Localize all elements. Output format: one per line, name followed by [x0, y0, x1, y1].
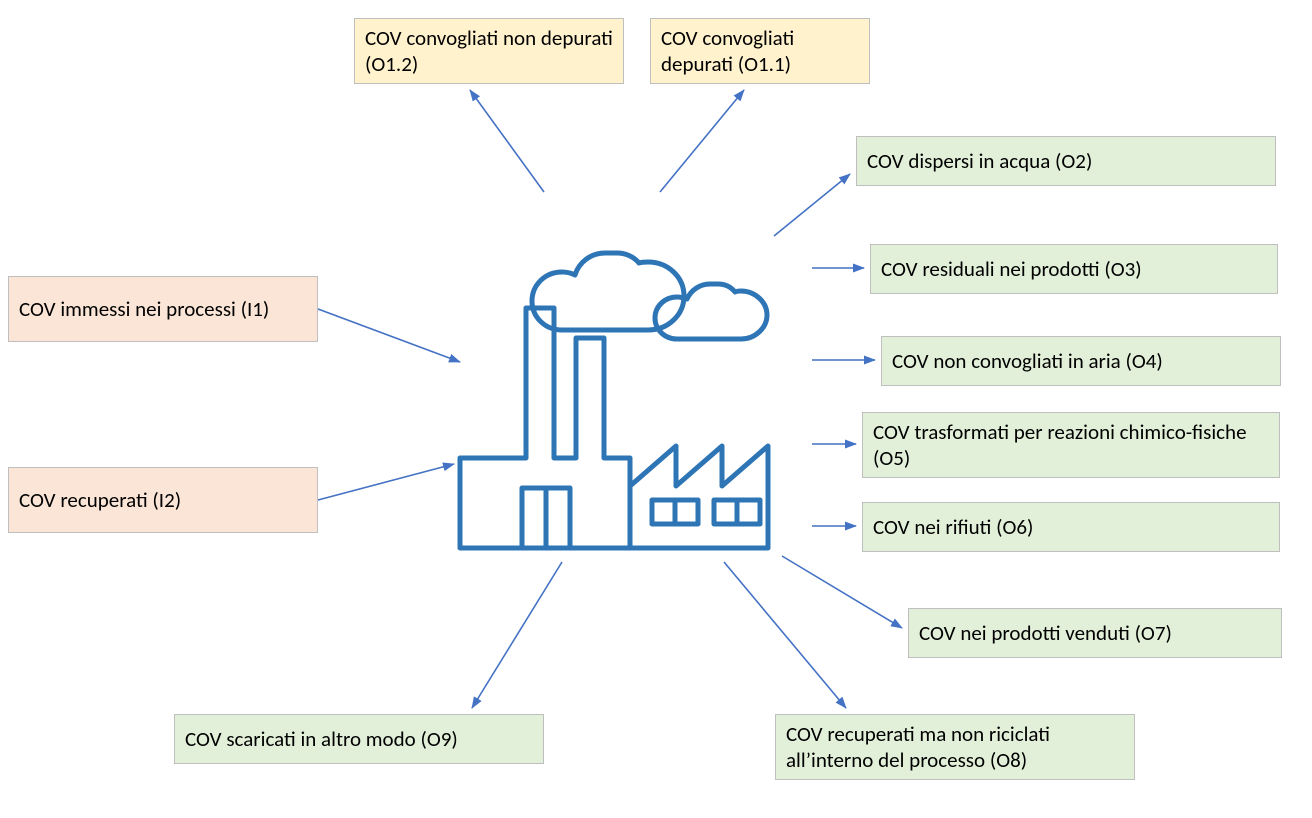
label: COV dispersi in acqua (O2) — [867, 148, 1092, 174]
output-box-o4: COV non convogliati in aria (O4) — [881, 336, 1281, 386]
output-box-o8: COV recuperati ma non riciclati all’inte… — [775, 714, 1135, 780]
label: COV nei rifiuti (O6) — [873, 514, 1033, 540]
label: COV residuali nei prodotti (O3) — [881, 256, 1142, 282]
arrow — [470, 90, 544, 192]
label: COV nei prodotti venduti (O7) — [919, 620, 1172, 646]
output-box-o9: COV scaricati in altro modo (O9) — [174, 714, 544, 764]
arrow — [782, 556, 902, 628]
output-box-o2: COV dispersi in acqua (O2) — [856, 136, 1276, 186]
output-box-o12: COV convogliati non depurati (O1.2) — [354, 18, 624, 84]
label: COV recuperati ma non riciclati all’inte… — [786, 721, 1124, 774]
label: COV convogliati non depurati (O1.2) — [365, 25, 613, 78]
label: COV recuperati (I2) — [19, 487, 181, 513]
arrow — [660, 90, 744, 192]
label: COV scaricati in altro modo (O9) — [185, 726, 458, 752]
input-box-i1: COV immessi nei processi (I1) — [8, 276, 318, 342]
factory-icon — [430, 188, 800, 558]
arrow — [724, 562, 846, 708]
input-box-i2: COV recuperati (I2) — [8, 467, 318, 533]
output-box-o5: COV trasformati per reazioni chimico-fis… — [862, 412, 1280, 478]
output-box-o11: COV convogliati depurati (O1.1) — [650, 18, 870, 84]
output-box-o6: COV nei rifiuti (O6) — [862, 502, 1280, 552]
output-box-o7: COV nei prodotti venduti (O7) — [908, 608, 1282, 658]
label: COV trasformati per reazioni chimico-fis… — [873, 419, 1269, 472]
label: COV non convogliati in aria (O4) — [892, 348, 1163, 374]
diagram-canvas: COV immessi nei processi (I1) COV recupe… — [0, 0, 1312, 818]
arrow — [472, 562, 562, 708]
label: COV immessi nei processi (I1) — [19, 296, 269, 322]
label: COV convogliati depurati (O1.1) — [661, 25, 859, 78]
output-box-o3: COV residuali nei prodotti (O3) — [870, 244, 1278, 294]
